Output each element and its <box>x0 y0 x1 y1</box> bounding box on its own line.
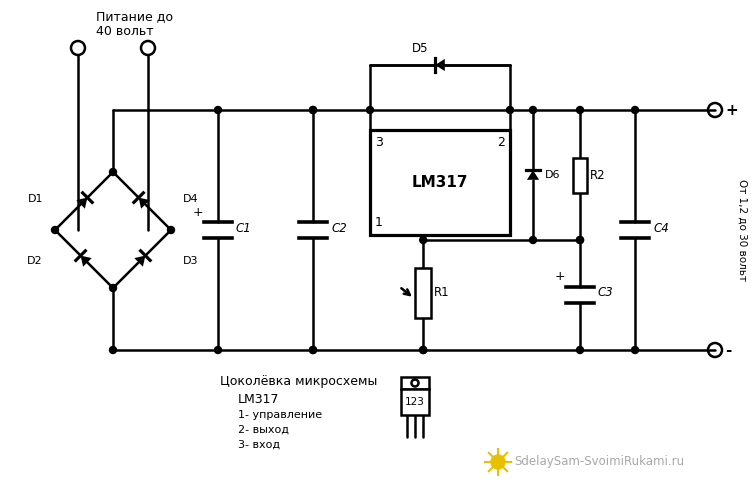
Circle shape <box>110 168 116 175</box>
Polygon shape <box>81 256 91 267</box>
Circle shape <box>309 107 317 113</box>
Bar <box>401 389 429 415</box>
Bar <box>370 130 510 235</box>
Circle shape <box>309 347 317 354</box>
Text: D3: D3 <box>183 256 199 266</box>
Text: D6: D6 <box>545 170 561 180</box>
Circle shape <box>577 107 584 113</box>
Text: C4: C4 <box>653 221 669 235</box>
Text: C2: C2 <box>331 221 347 235</box>
Bar <box>401 377 429 389</box>
Circle shape <box>507 107 513 113</box>
Circle shape <box>215 107 222 113</box>
Text: 2: 2 <box>497 136 505 149</box>
Circle shape <box>420 347 426 354</box>
Text: -: - <box>725 343 731 357</box>
Circle shape <box>491 455 505 469</box>
Text: От 1,2 до 30 вольт: От 1,2 до 30 вольт <box>737 179 747 281</box>
Circle shape <box>529 237 537 244</box>
Text: R2: R2 <box>590 168 606 182</box>
Text: R1: R1 <box>434 286 450 299</box>
Bar <box>573 158 587 192</box>
Circle shape <box>110 284 116 292</box>
Text: D2: D2 <box>27 256 43 266</box>
Text: +: + <box>554 271 565 283</box>
Circle shape <box>577 347 584 354</box>
Circle shape <box>110 347 116 354</box>
Text: SdelaySam-SvoimiRukami.ru: SdelaySam-SvoimiRukami.ru <box>514 456 684 468</box>
Circle shape <box>309 107 317 113</box>
Text: 123: 123 <box>405 397 425 407</box>
Circle shape <box>367 107 373 113</box>
Text: 2- выход: 2- выход <box>238 425 289 435</box>
Text: +: + <box>725 103 738 117</box>
Circle shape <box>168 226 175 234</box>
Circle shape <box>577 237 584 244</box>
Text: LM317: LM317 <box>412 175 468 190</box>
Text: D1: D1 <box>27 194 43 204</box>
Circle shape <box>309 347 317 354</box>
Polygon shape <box>138 197 150 209</box>
Text: 1: 1 <box>375 216 383 229</box>
Text: 1- управление: 1- управление <box>238 410 322 420</box>
Polygon shape <box>76 197 88 209</box>
Polygon shape <box>435 59 445 71</box>
Text: C3: C3 <box>598 287 614 300</box>
Circle shape <box>529 107 537 113</box>
Text: 3: 3 <box>375 136 383 149</box>
Polygon shape <box>135 256 145 267</box>
Circle shape <box>577 237 584 244</box>
Circle shape <box>420 347 426 354</box>
Circle shape <box>631 107 639 113</box>
Text: LM317: LM317 <box>238 393 280 406</box>
Polygon shape <box>527 170 539 180</box>
Circle shape <box>215 347 222 354</box>
Text: Питание до
40 вольт: Питание до 40 вольт <box>96 10 173 38</box>
Text: D5: D5 <box>412 42 428 55</box>
Text: Цоколёвка микросхемы: Цоколёвка микросхемы <box>220 375 377 388</box>
Text: D4: D4 <box>183 194 199 204</box>
Circle shape <box>631 347 639 354</box>
Text: C1: C1 <box>236 221 252 235</box>
Text: +: + <box>192 206 203 218</box>
Bar <box>415 268 431 318</box>
Circle shape <box>420 237 426 244</box>
Text: 3- вход: 3- вход <box>238 440 280 450</box>
Circle shape <box>51 226 58 234</box>
